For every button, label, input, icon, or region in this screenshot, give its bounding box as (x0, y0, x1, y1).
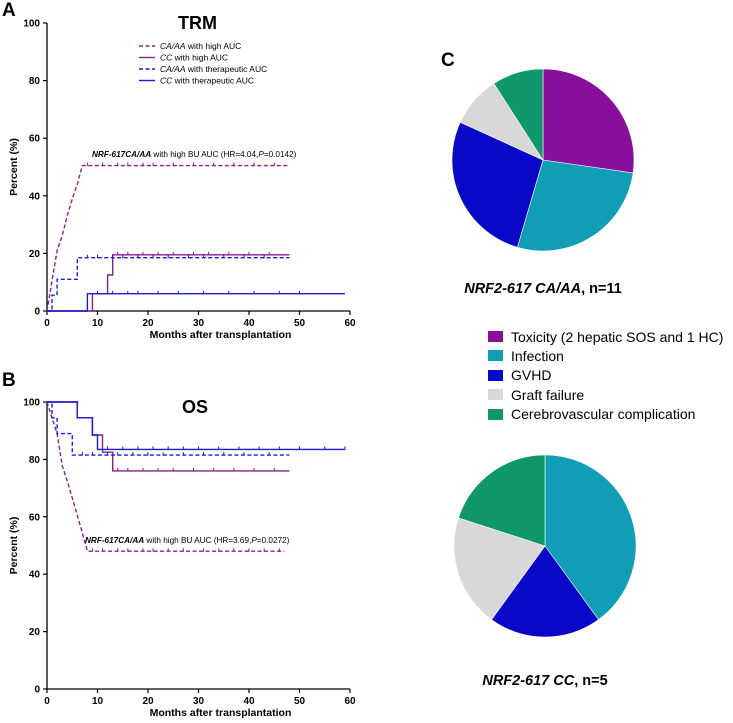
y-tick-label: 100 (23, 19, 40, 30)
series-line (47, 293, 345, 312)
legend-label: Infection (511, 347, 564, 364)
x-tick-label: 20 (142, 696, 154, 707)
x-tick-label: 0 (44, 696, 50, 707)
pie-slice (451, 121, 544, 248)
legend-swatch (488, 350, 503, 362)
legend-swatch (488, 369, 503, 381)
y-tick-label: 0 (34, 685, 40, 696)
y-tick-label: 80 (29, 455, 41, 466)
y-axis-label: Percent (%) (8, 138, 20, 196)
legend-label: Graft failure (511, 386, 585, 403)
panel-label-b: B (2, 370, 16, 391)
panel-label-a: A (2, 0, 16, 21)
y-tick-label: 0 (34, 307, 40, 318)
chart-trm: 0 20 40 60 80 100 0 10 20 30 40 50 60 Months after tr… (8, 13, 356, 341)
legend-swatch (488, 331, 503, 342)
legend-swatch (488, 408, 503, 420)
pie-caption: NRF2-617 CC, n=5 (482, 673, 607, 689)
x-tick-label: 60 (344, 696, 356, 707)
legend-item: Infection (488, 346, 723, 365)
pie-slice (542, 68, 635, 174)
legend-entry: CA/AA with high AUC (160, 41, 241, 51)
chart-os: 0 20 40 60 80 100 0 10 20 30 40 50 60 Months after tr… (8, 397, 356, 719)
series-line (47, 401, 345, 451)
y-tick-label: 20 (29, 627, 41, 638)
legend-label: Toxicity (2 hepatic SOS and 1 HC) (511, 328, 724, 345)
pie-chart-ca-aa: NRF2-617 CA/AA, n=11 (451, 68, 635, 297)
hazard-ratio-annotation: NRF-617CA/AA with high BU AUC (HR=4.04,P… (92, 150, 297, 159)
legend-item: Toxicity (2 hepatic SOS and 1 HC) (488, 327, 723, 346)
x-axis-label: Months after transplantation (150, 707, 292, 719)
legend-entry: CA/AA with therapeutic AUC (160, 64, 267, 74)
x-tick-label: 30 (193, 318, 205, 329)
legend-swatch (488, 389, 503, 401)
legend-entry: CC with therapeutic AUC (160, 76, 254, 86)
pie-legend: Toxicity (2 hepatic SOS and 1 HC) Infecti… (488, 327, 723, 424)
y-tick-label: 100 (23, 398, 40, 409)
legend-item: Graft failure (488, 385, 723, 404)
y-tick-label: 60 (29, 134, 41, 145)
chart-title: OS (182, 397, 208, 417)
x-tick-label: 40 (243, 696, 255, 707)
pie-slice (458, 454, 546, 547)
panel-label-c: C (441, 50, 455, 71)
x-tick-label: 40 (243, 318, 255, 329)
pie-chart-cc: NRF2-617 CC, n=5 (453, 454, 637, 689)
x-tick-label: 50 (294, 696, 306, 707)
x-tick-label: 30 (193, 696, 205, 707)
x-tick-label: 60 (344, 318, 356, 329)
chart-title: TRM (178, 13, 217, 33)
pie-slice (491, 545, 599, 638)
y-tick-label: 40 (29, 570, 41, 581)
y-tick-label: 40 (29, 191, 41, 202)
pie-slice (453, 517, 546, 621)
pie-slice (493, 68, 544, 162)
y-tick-label: 60 (29, 512, 41, 523)
pie-caption: NRF2-617 CA/AA, n=11 (464, 281, 622, 297)
legend-entry: CC with high AUC (160, 53, 228, 63)
legend-label: GVHD (511, 367, 552, 384)
legend-item: Cerebrovascular complication (488, 405, 723, 424)
series-line (47, 254, 290, 312)
y-tick-label: 80 (29, 76, 41, 87)
legend-item: GVHD (488, 366, 723, 385)
y-tick-label: 20 (29, 249, 41, 260)
hazard-ratio-annotation: NRF-617CA/AA with high BU AUC (HR=3.69,P… (85, 536, 290, 545)
series-line (47, 401, 290, 472)
x-tick-label: 10 (92, 318, 104, 329)
series-line (46, 401, 285, 552)
series-line (47, 257, 290, 312)
series-line (46, 164, 290, 312)
x-axis-label: Months after transplantation (150, 329, 292, 341)
x-tick-label: 10 (92, 696, 104, 707)
pie-slice (544, 454, 637, 621)
series-line (47, 401, 290, 456)
y-axis-label: Percent (%) (8, 517, 20, 575)
x-tick-label: 0 (44, 318, 50, 329)
pie-slice (516, 159, 634, 252)
x-tick-label: 50 (294, 318, 306, 329)
legend-label: Cerebrovascular complication (511, 406, 696, 423)
x-tick-label: 20 (142, 318, 154, 329)
